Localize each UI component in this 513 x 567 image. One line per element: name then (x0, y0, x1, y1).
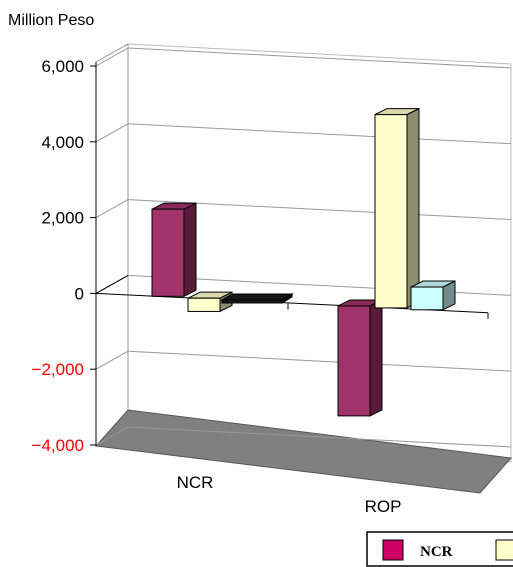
y-tick-label-2: 2,000 (41, 209, 84, 228)
gridline-left-1 (95, 123, 129, 143)
bar-rop-series-1 (337, 299, 383, 417)
gridline-left-0 (95, 47, 129, 67)
y-tick-label-3: 0 (75, 284, 84, 303)
y-tick-labels: 6,000 4,000 2,000 0 −2,000 −4,000 (32, 57, 84, 455)
gridline-back-0 (127, 47, 512, 69)
y-tick-label-1: 4,000 (41, 133, 84, 152)
legend-swatch-series-2 (495, 539, 513, 561)
legend-swatch-ncr (382, 539, 404, 561)
legend-label-ncr: NCR (420, 544, 453, 560)
bar-rop-series-4 (410, 280, 456, 311)
gridline-back-1 (127, 123, 512, 145)
y-tick-label-5: −4,000 (32, 436, 84, 455)
y-axis-unit-label: Million Peso (8, 12, 94, 29)
bar-rop-series-2 (374, 107, 420, 309)
category-label-ncr: NCR (177, 473, 214, 492)
gridline-back-5 (127, 426, 512, 448)
gridline-back-4 (127, 350, 512, 372)
y-tick-label-0: 6,000 (41, 57, 84, 76)
bar-ncr-series-1 (151, 202, 197, 298)
bars (151, 107, 456, 417)
legend: NCR (366, 531, 513, 567)
gridline-left-2 (95, 199, 129, 219)
category-label-rop: ROP (365, 497, 402, 516)
bar-ncr-series-3 (220, 293, 294, 304)
zero-left-edge (95, 274, 129, 294)
gridline-left-4 (95, 350, 129, 370)
y-tick-label-4: −2,000 (32, 360, 84, 379)
gridline-left-5 (95, 426, 129, 446)
left-wall (95, 43, 129, 448)
